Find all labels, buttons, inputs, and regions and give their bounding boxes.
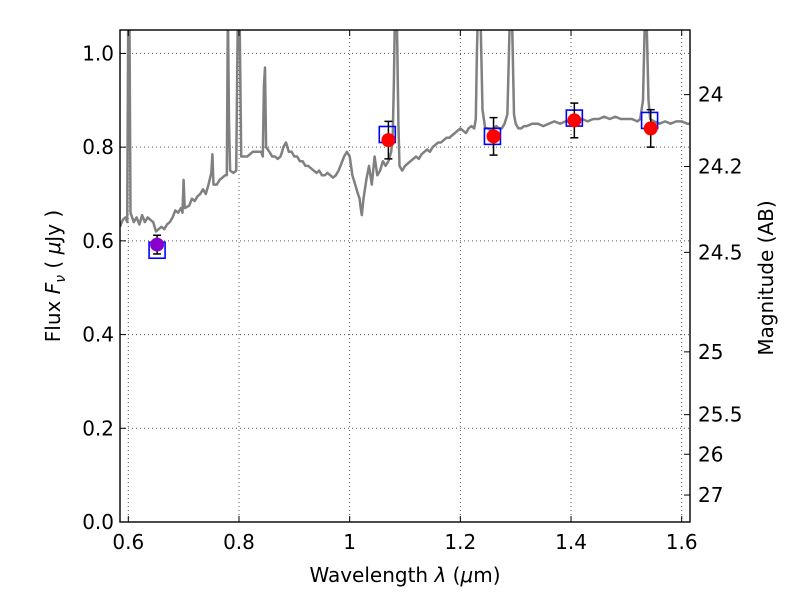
y-tick-label: 0.0 [82, 510, 114, 534]
x-tick-label: 1.2 [444, 530, 476, 554]
y2-tick-label: 24.5 [698, 240, 743, 264]
x-tick-label: 1 [343, 530, 356, 554]
y-axis-label: Flux Fν ( μJy ) [41, 210, 69, 342]
y-tick-label: 0.2 [82, 416, 114, 440]
y-tick-label: 1.0 [82, 41, 114, 65]
x-tick-label: 0.8 [223, 530, 255, 554]
y2-tick-label: 26 [698, 442, 723, 466]
x-tick-label: 1.6 [666, 530, 698, 554]
observed-point [150, 237, 165, 252]
observed-point [567, 113, 582, 128]
y2-tick-label: 25.5 [698, 403, 743, 427]
y2-tick-label: 24 [698, 83, 723, 107]
y-tick-label: 0.8 [82, 135, 114, 159]
y2-tick-label: 24.2 [698, 155, 743, 179]
x-tick-label: 0.6 [112, 530, 144, 554]
observed-point [643, 121, 658, 136]
spectrum [120, 30, 690, 233]
observed-points [150, 102, 658, 255]
spectrum-line [120, 30, 690, 233]
grid [120, 30, 690, 523]
axis-ticks: 0.6 0.8 1 1.2 1.4 1.6 0.0 0.2 0.4 0.6 0.8 1.0 24 24.2… [82, 30, 743, 554]
y-tick-label: 0.6 [82, 229, 114, 253]
x-tick-label: 1.4 [555, 530, 587, 554]
y2-tick-label: 27 [698, 483, 723, 507]
y2-axis-label: Magnitude (AB) [754, 200, 778, 355]
y-tick-label: 0.4 [82, 323, 114, 347]
observed-point [486, 129, 501, 144]
x-axis-label: Wavelength λ (μm) [309, 563, 500, 587]
plot-frame [119, 29, 691, 523]
observed-point [381, 133, 396, 148]
y2-tick-label: 25 [698, 340, 723, 364]
model-boxes [148, 109, 659, 260]
